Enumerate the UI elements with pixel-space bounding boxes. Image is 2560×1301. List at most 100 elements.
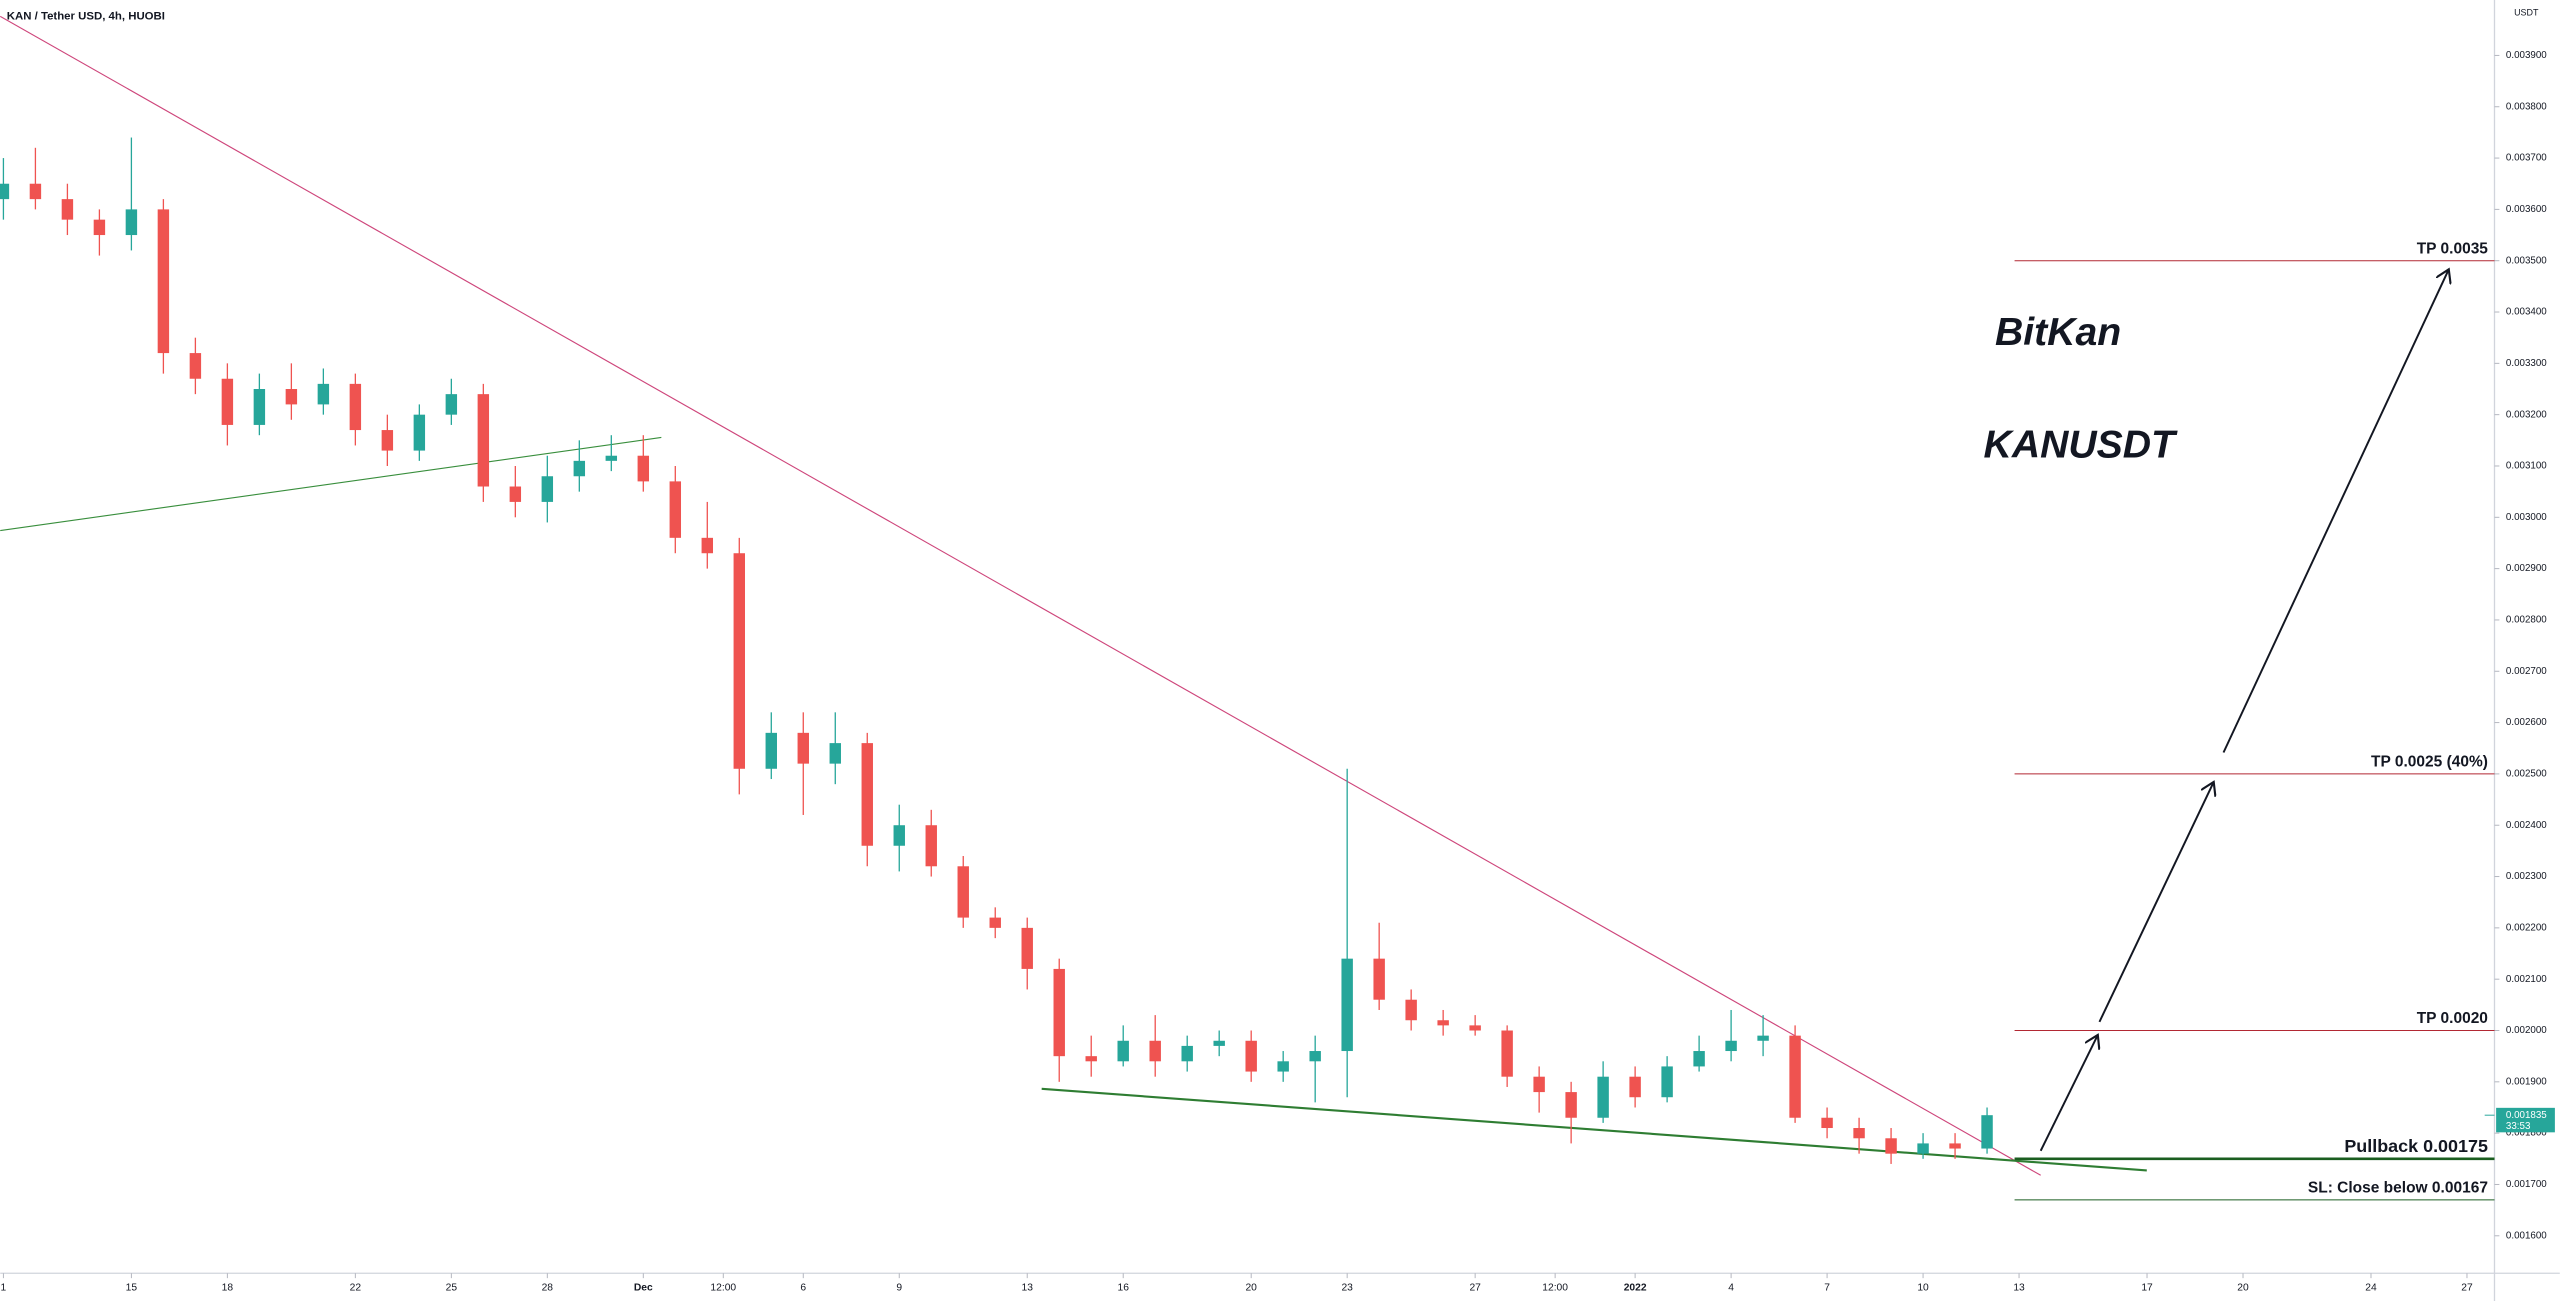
y-tick-label: 0.003100 — [2506, 461, 2547, 472]
chart-title: KAN / Tether USD, 4h, HUOBI — [7, 10, 165, 22]
candle-body — [1949, 1143, 1961, 1149]
level-label: TP 0.0020 — [2417, 1010, 2488, 1027]
x-tick-label: 2022 — [1624, 1283, 1647, 1294]
candle-body — [1405, 999, 1417, 1021]
candle-body — [605, 455, 618, 461]
y-tick-label: 0.003800 — [2506, 101, 2547, 112]
x-tick-label: 17 — [2141, 1283, 2153, 1294]
level-label: SL: Close below 0.00167 — [2308, 1180, 2488, 1197]
y-tick-label: 0.001900 — [2506, 1076, 2547, 1087]
y-tick-label: 0.002500 — [2506, 768, 2547, 779]
candle-body — [1629, 1076, 1641, 1098]
candle-body — [1277, 1061, 1289, 1072]
candle-body — [1853, 1128, 1865, 1139]
y-tick-label: 0.002800 — [2506, 615, 2547, 626]
candle-body — [157, 209, 170, 354]
candle-body — [349, 383, 362, 431]
annotation: BitKan — [1995, 311, 2121, 354]
candle-body — [1213, 1040, 1225, 1046]
candle-body — [1149, 1040, 1161, 1062]
candle-body — [861, 743, 873, 846]
candle-body — [925, 825, 937, 867]
y-tick-label: 0.002900 — [2506, 563, 2547, 574]
candle-body — [1789, 1035, 1801, 1118]
candle-body — [125, 209, 138, 236]
candle-body — [701, 537, 714, 554]
y-tick-label: 0.003400 — [2506, 307, 2547, 318]
candle-body — [1885, 1138, 1897, 1154]
annotation: KANUSDT — [1984, 424, 2179, 467]
x-tick-label: 27 — [2461, 1283, 2473, 1294]
y-tick-label: 0.002100 — [2506, 974, 2547, 985]
candle-body — [189, 353, 202, 379]
candle-body — [1469, 1025, 1481, 1031]
y-tick-label: 0.003300 — [2506, 358, 2547, 369]
x-tick-label: 25 — [446, 1283, 458, 1294]
countdown: 33:53 — [2506, 1121, 2531, 1132]
candle-body — [1501, 1030, 1513, 1077]
candle-body — [1821, 1117, 1833, 1129]
x-tick-label: 23 — [1341, 1283, 1353, 1294]
y-tick-label: 0.001600 — [2506, 1230, 2547, 1241]
level-label: TP 0.0035 — [2417, 240, 2489, 257]
y-tick-label: 0.002700 — [2506, 666, 2547, 677]
x-tick-label: 13 — [1022, 1283, 1034, 1294]
x-tick-label: 13 — [2013, 1283, 2025, 1294]
candle-body — [509, 486, 522, 502]
x-tick-label: 12:00 — [710, 1283, 736, 1294]
level-label: TP 0.0025 (40%) — [2371, 754, 2488, 771]
x-tick-label: 18 — [222, 1283, 234, 1294]
candle-body — [797, 732, 809, 764]
candle-body — [1597, 1076, 1609, 1118]
candle-body — [829, 743, 841, 764]
candle-body — [413, 414, 426, 451]
x-tick-label: 15 — [126, 1283, 138, 1294]
candle-body — [1021, 927, 1033, 969]
x-tick-label: 27 — [1469, 1283, 1481, 1294]
plot: TP 0.0035 TP 0.0025 (40%) TP 0.0020 Pullbac… — [0, 137, 2495, 1201]
x-tick-label: 24 — [2365, 1283, 2377, 1294]
last-price-label: 0.001835 — [2506, 1110, 2547, 1121]
x-tick-label: 20 — [1245, 1283, 1257, 1294]
support-line — [1041, 1087, 2147, 1172]
candle-body — [1437, 1020, 1449, 1026]
y-tick-label: 0.003700 — [2506, 153, 2547, 164]
arrow — [2222, 269, 2449, 753]
y-tick-label: 0.002300 — [2506, 871, 2547, 882]
candle-body — [1117, 1040, 1129, 1062]
x-tick-label: Dec — [634, 1283, 653, 1294]
downtrend-line — [0, 15, 2041, 1176]
x-tick-label: 7 — [1824, 1283, 1830, 1294]
y-tick-label: 0.002600 — [2506, 717, 2547, 728]
y-tick-label: 0.001800 — [2506, 1128, 2547, 1139]
x-tick-label: 12:00 — [1542, 1283, 1568, 1294]
x-tick-label: 20 — [2237, 1283, 2249, 1294]
candle-body — [29, 183, 42, 200]
x-tick-label: 6 — [800, 1283, 806, 1294]
y-tick-label: 0.002400 — [2506, 820, 2547, 831]
y-tick-label: 0.002200 — [2506, 922, 2547, 933]
candle-body — [1245, 1040, 1257, 1072]
last-price-box — [2496, 1107, 2555, 1133]
candle-body — [317, 383, 330, 405]
x-tick-label: 10 — [1917, 1283, 1929, 1294]
y-tick-label: 0.003600 — [2506, 204, 2547, 215]
candle-body — [477, 394, 490, 487]
candle-body — [1725, 1040, 1737, 1052]
candle-body — [1917, 1143, 1929, 1154]
currency-label: USDT — [2514, 7, 2539, 17]
candle-body — [1309, 1051, 1321, 1062]
candle-body — [0, 183, 10, 200]
candle-body — [1565, 1092, 1577, 1118]
candle-body — [1533, 1076, 1545, 1093]
candle-body — [989, 917, 1001, 928]
candle-body — [893, 825, 905, 846]
y-tick-label: 0.003000 — [2506, 512, 2547, 523]
arrow — [2098, 782, 2213, 1023]
candle-body — [221, 378, 234, 425]
y-tick-label: 0.003200 — [2506, 409, 2547, 420]
candle-body — [1373, 958, 1385, 1000]
